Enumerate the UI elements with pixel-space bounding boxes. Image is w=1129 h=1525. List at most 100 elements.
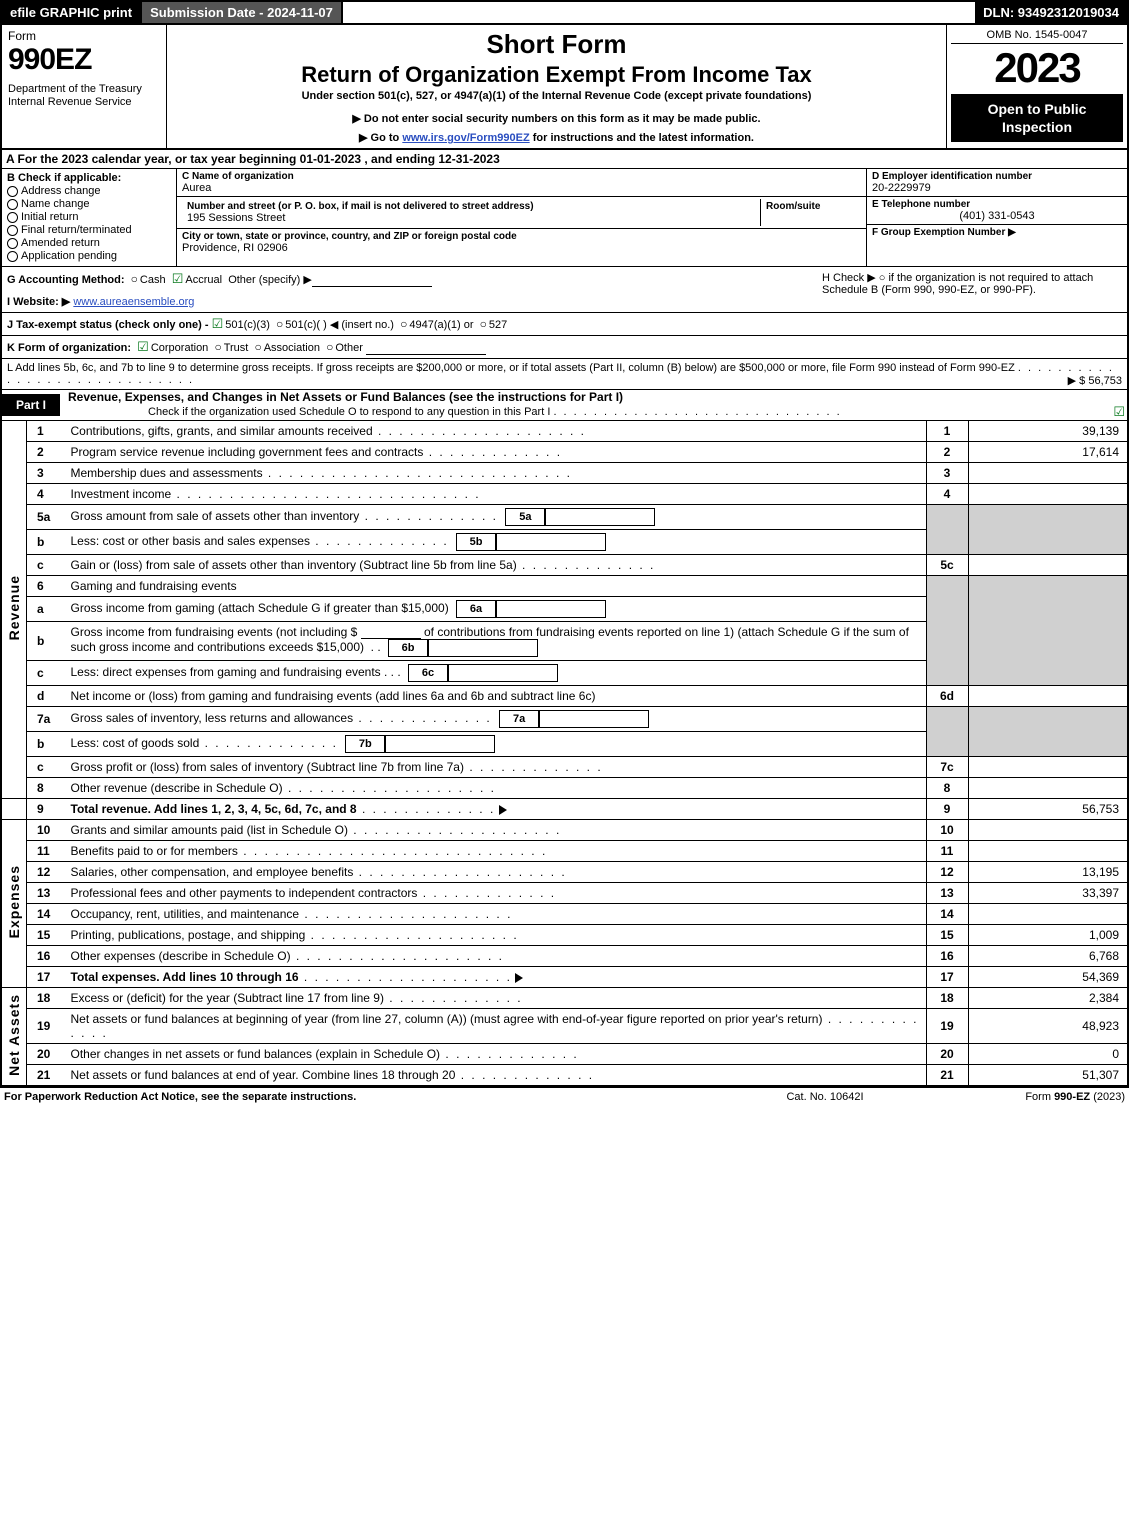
l20-desc: Other changes in net assets or fund bala… [71, 1047, 441, 1061]
expenses-vcat: Expenses [1, 820, 27, 988]
l7b-num: b [27, 732, 67, 757]
l2-rnum: 2 [926, 442, 968, 463]
row-l: L Add lines 5b, 6c, and 7b to line 9 to … [0, 359, 1129, 390]
i-label: I Website: ▶ [7, 296, 70, 308]
k-assoc-radio[interactable] [254, 342, 263, 354]
chk-initial-return[interactable]: Initial return [7, 211, 171, 223]
l2-desc: Program service revenue including govern… [71, 445, 424, 459]
l14-value [968, 904, 1128, 925]
l7a-sublbl: 7a [499, 710, 539, 728]
dln-number: DLN: 93492312019034 [975, 2, 1127, 23]
part1-subtitle: Check if the organization used Schedule … [68, 404, 846, 420]
part1-schedO-check[interactable] [1113, 404, 1127, 420]
l8-desc: Other revenue (describe in Schedule O) [71, 781, 283, 795]
l11-value [968, 841, 1128, 862]
l6d-rnum: 6d [926, 686, 968, 707]
k-trust-radio[interactable] [214, 342, 223, 354]
j-527-radio[interactable] [480, 319, 489, 331]
website-link[interactable]: www.aureaensemble.org [73, 296, 194, 308]
g-other-input[interactable] [312, 275, 432, 287]
g-other-label: Other (specify) ▶ [228, 274, 312, 286]
g-label: G Accounting Method: [7, 274, 125, 286]
efile-print-label[interactable]: efile GRAPHIC print [2, 2, 142, 23]
l6-num: 6 [27, 576, 67, 597]
l15-value: 1,009 [968, 925, 1128, 946]
l15-rnum: 15 [926, 925, 968, 946]
l7ab-shaded [926, 707, 968, 757]
l16-num: 16 [27, 946, 67, 967]
chk-final-return[interactable]: Final return/terminated [7, 224, 171, 236]
section-c: C Name of organization Aurea Number and … [177, 169, 867, 266]
return-title: Return of Organization Exempt From Incom… [177, 62, 936, 88]
l6-shaded-val [968, 576, 1128, 686]
revenue-vcat: Revenue [1, 421, 27, 799]
row-gh: G Accounting Method: Cash Accrual Other … [0, 267, 1129, 313]
row-a-taxyear: A For the 2023 calendar year, or tax yea… [0, 150, 1129, 169]
f-group-hdr: F Group Exemption Number ▶ [872, 227, 1122, 238]
l7b-sublbl: 7b [345, 735, 385, 753]
chk-amended-return[interactable]: Amended return [7, 237, 171, 249]
l6b-amount-input[interactable] [361, 627, 421, 639]
j-4947-radio[interactable] [400, 319, 409, 331]
l7c-num: c [27, 757, 67, 778]
g-accrual-radio[interactable] [172, 274, 186, 286]
open-inspection-badge: Open to Public Inspection [951, 94, 1123, 142]
l18-value: 2,384 [968, 988, 1128, 1009]
chk-name-change[interactable]: Name change [7, 198, 171, 210]
lines-table: Revenue 1 Contributions, gifts, grants, … [0, 421, 1129, 1086]
l6a-desc: Gross income from gaming (attach Schedul… [71, 601, 449, 615]
k-corp-check[interactable] [137, 342, 151, 354]
l4-desc: Investment income [71, 487, 172, 501]
phone-value: (401) 331-0543 [872, 210, 1122, 222]
l5c-rnum: 5c [926, 555, 968, 576]
part1-badge: Part I [2, 394, 60, 416]
l18-rnum: 18 [926, 988, 968, 1009]
l4-rnum: 4 [926, 484, 968, 505]
irs-link[interactable]: www.irs.gov/Form990EZ [402, 132, 529, 144]
goto-instructions: ▶ Go to www.irs.gov/Form990EZ for instru… [177, 131, 936, 144]
l7c-rnum: 7c [926, 757, 968, 778]
l3-value [968, 463, 1128, 484]
j-501c-radio[interactable] [276, 319, 285, 331]
l5b-subval [496, 533, 606, 551]
l7a-num: 7a [27, 707, 67, 732]
l13-desc: Professional fees and other payments to … [71, 886, 418, 900]
l6c-desc: Less: direct expenses from gaming and fu… [71, 665, 381, 679]
l1-num: 1 [27, 421, 67, 442]
rev-gap [1, 799, 27, 820]
c-room-hdr: Room/suite [766, 201, 856, 212]
l5b-sublbl: 5b [456, 533, 496, 551]
l12-rnum: 12 [926, 862, 968, 883]
footer-catno: Cat. No. 10642I [725, 1091, 925, 1103]
l5c-value [968, 555, 1128, 576]
l21-rnum: 21 [926, 1065, 968, 1086]
l9-value: 56,753 [968, 799, 1128, 820]
j-501c3-check[interactable] [212, 319, 226, 331]
l14-desc: Occupancy, rent, utilities, and maintena… [71, 907, 300, 921]
chk-application-pending[interactable]: Application pending [7, 250, 171, 262]
l18-num: 18 [27, 988, 67, 1009]
org-address: 195 Sessions Street [187, 212, 755, 224]
short-form-title: Short Form [177, 29, 936, 60]
l4-num: 4 [27, 484, 67, 505]
l6b-sublbl: 6b [388, 639, 428, 657]
l21-desc: Net assets or fund balances at end of ye… [71, 1068, 456, 1082]
l11-desc: Benefits paid to or for members [71, 844, 238, 858]
k-other-input[interactable] [366, 343, 486, 355]
l10-value [968, 820, 1128, 841]
footer-left: For Paperwork Reduction Act Notice, see … [4, 1091, 725, 1103]
l5a-desc: Gross amount from sale of assets other t… [71, 509, 360, 523]
header-right: OMB No. 1545-0047 2023 Open to Public In… [947, 25, 1127, 148]
arrow-icon [515, 973, 523, 983]
l19-rnum: 19 [926, 1009, 968, 1044]
goto-suffix: for instructions and the latest informat… [533, 132, 754, 144]
g-cash-radio[interactable] [131, 274, 140, 286]
l5b-desc: Less: cost or other basis and sales expe… [71, 534, 310, 548]
l5a-subval [545, 508, 655, 526]
l19-desc: Net assets or fund balances at beginning… [71, 1012, 823, 1026]
l5a-num: 5a [27, 505, 67, 530]
k-other-radio[interactable] [326, 342, 335, 354]
l5b-num: b [27, 530, 67, 555]
l16-desc: Other expenses (describe in Schedule O) [71, 949, 291, 963]
chk-address-change[interactable]: Address change [7, 185, 171, 197]
